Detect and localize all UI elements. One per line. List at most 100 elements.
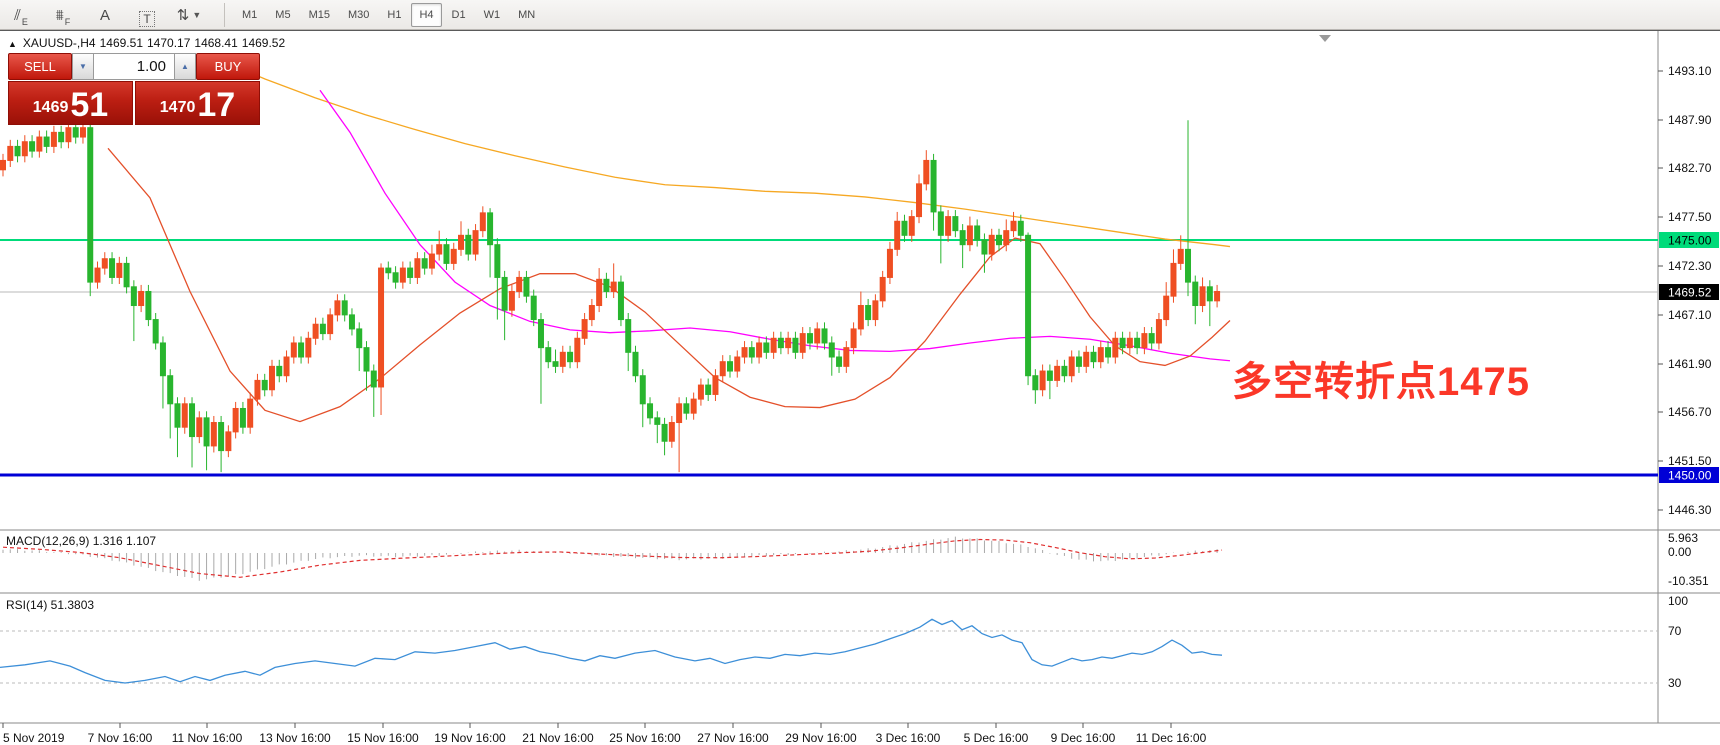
candle [1170, 262, 1177, 297]
candle [879, 276, 886, 302]
candle [268, 365, 275, 391]
volume-decrease-button[interactable]: ▼ [72, 53, 94, 80]
candle [981, 239, 988, 255]
candle [225, 431, 232, 452]
candle [378, 267, 385, 388]
timeframe-button-M30[interactable]: M30 [347, 8, 370, 21]
candle [356, 328, 363, 349]
timeframe-button-M15[interactable]: M15 [308, 8, 330, 21]
arrows-tool-icon[interactable]: ⇅ ▼ [170, 3, 208, 27]
price-axis-label: 1461.90 [1668, 357, 1712, 371]
one-click-trading-panel: SELL ▼ ▲ BUY 1469 51 1470 17 [8, 53, 260, 125]
candle [181, 403, 188, 428]
time-axis-label: 5 Nov 2019 [3, 731, 65, 745]
candle [959, 230, 966, 246]
bid-price-main: 1469 [32, 99, 69, 116]
timeframe-button-MN[interactable]: MN [518, 8, 536, 21]
current-price-badge [1659, 284, 1719, 300]
candle [472, 230, 479, 255]
candle [1134, 337, 1141, 349]
candle [668, 422, 675, 442]
candle [196, 417, 203, 438]
rsi-line [0, 618, 1223, 684]
time-axis-label: 21 Nov 16:00 [522, 731, 594, 745]
candle [567, 351, 574, 363]
candle [676, 403, 683, 424]
timeframe-button-M1[interactable]: M1 [242, 8, 258, 21]
channel-tool-icon[interactable]: ⫽ E [14, 6, 28, 27]
chart-window[interactable]: 1493.10 1487.90 1482.70 1477.50 1472.30 1467.… [0, 30, 1720, 745]
timeframe-button-M5[interactable]: M5 [275, 8, 291, 21]
candle [334, 300, 341, 316]
timeframe-button-D1[interactable]: D1 [451, 8, 466, 21]
candle [705, 384, 712, 395]
candle [327, 314, 334, 335]
candle [487, 212, 494, 246]
candle [1017, 220, 1024, 236]
candle [690, 398, 697, 414]
candle [1032, 375, 1039, 391]
volume-increase-button[interactable]: ▲ [174, 53, 196, 80]
text-tool-icon[interactable]: A [99, 6, 110, 24]
candle [763, 342, 770, 353]
macd-signal-line [2, 538, 1223, 578]
fibonacci-tool-icon[interactable]: ⩩ F [55, 6, 71, 27]
candle [479, 212, 486, 232]
time-axis-label: 13 Nov 16:00 [259, 731, 331, 745]
candle [894, 220, 901, 250]
ohlc-high: 1470.17 [147, 36, 191, 50]
time-axis-label: 27 Nov 16:00 [697, 731, 769, 745]
candle [1003, 230, 1010, 246]
timeframe-button-H4[interactable]: H4 [411, 2, 442, 27]
label-tool-icon[interactable]: T [128, 3, 166, 27]
time-axis-label: 7 Nov 16:00 [88, 731, 153, 745]
candle [1083, 351, 1090, 367]
candle [603, 278, 610, 292]
ohlc-close: 1469.52 [241, 36, 286, 50]
sell-button[interactable]: SELL [8, 53, 72, 80]
candle [145, 290, 152, 321]
candle [152, 319, 159, 344]
candle [0, 159, 6, 171]
ma-slow-orange [214, 56, 1231, 248]
price-axis-label: 1467.10 [1668, 308, 1712, 322]
candle [756, 342, 763, 358]
candle [588, 305, 595, 321]
ohlc-open: 1469.51 [99, 36, 143, 50]
candle [1090, 351, 1097, 363]
time-axis-label: 11 Nov 16:00 [172, 731, 243, 745]
macd-axis-label: -10.351 [1668, 574, 1709, 588]
price-chart[interactable]: 1493.10 1487.90 1482.70 1477.50 1472.30 1467.… [0, 31, 1720, 745]
ask-price-panel[interactable]: 1470 17 [135, 81, 260, 125]
candle [254, 379, 261, 400]
price-axis-label: 1493.10 [1668, 64, 1712, 78]
candle [545, 347, 552, 363]
candle [1105, 347, 1112, 358]
price-axis-label: 1477.50 [1668, 210, 1712, 224]
rsi-axis-label: 70 [1668, 624, 1682, 638]
bid-price-panel[interactable]: 1469 51 [8, 81, 133, 125]
candle [552, 361, 559, 367]
candle [508, 290, 515, 311]
candle [523, 276, 530, 297]
candle [952, 216, 959, 232]
candle [29, 141, 36, 152]
timeframe-button-W1[interactable]: W1 [483, 8, 501, 21]
candle [72, 127, 79, 138]
macd-axis-label: 0.00 [1668, 545, 1692, 559]
rsi-indicator-label: RSI(14) 51.3803 [6, 598, 95, 612]
candle [1148, 333, 1155, 344]
buy-button[interactable]: BUY [196, 53, 260, 80]
time-axis-label: 15 Nov 16:00 [347, 731, 419, 745]
time-axis-label: 29 Nov 16:00 [785, 731, 857, 745]
candle [94, 267, 101, 283]
dropdown-caret-icon[interactable]: ▼ [192, 9, 202, 20]
candle [770, 337, 777, 353]
candle [966, 225, 973, 246]
collapse-icon[interactable]: ▲ [8, 39, 17, 49]
volume-input[interactable] [94, 53, 174, 80]
candle [516, 276, 523, 292]
timeframe-button-H1[interactable]: H1 [387, 8, 402, 21]
candle [596, 278, 603, 307]
candle [1025, 234, 1032, 377]
